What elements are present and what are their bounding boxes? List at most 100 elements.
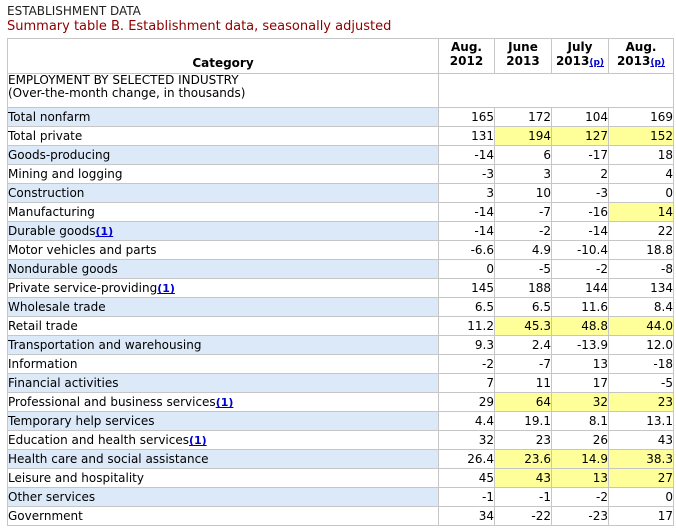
table-row: Construction 3 10 -3 0	[7, 183, 674, 203]
value-cell: -16	[551, 202, 609, 222]
row-label: Other services	[8, 490, 96, 504]
row-label: Leisure and hospitality	[8, 471, 144, 485]
row-label: Temporary help services	[8, 414, 155, 428]
category-column-header: Category	[7, 38, 439, 74]
value-cell: -1	[494, 487, 552, 507]
value-cell: 23.6	[494, 449, 552, 469]
row-category: Nondurable goods	[7, 259, 439, 279]
section-heading: EMPLOYMENT BY SELECTED INDUSTRY (Over-th…	[7, 73, 439, 108]
value-cell: 45	[438, 468, 495, 488]
value-cell: 6.5	[438, 297, 495, 317]
table-row: Other services -1 -1 -2 0	[7, 487, 674, 507]
footnote-link[interactable]: (1)	[188, 434, 207, 447]
value-cell: 0	[608, 487, 674, 507]
row-category: Information	[7, 354, 439, 374]
period-month: Aug.	[451, 40, 482, 54]
row-category: Education and health services(1)	[7, 430, 439, 450]
footnote-link[interactable]: (1)	[95, 225, 114, 238]
table-row: Temporary help services 4.4 19.1 8.1 13.1	[7, 411, 674, 431]
value-cell: 7	[438, 373, 495, 393]
value-cell: -3	[551, 183, 609, 203]
period-year: 2013(p)	[616, 54, 666, 68]
row-label: Nondurable goods	[8, 262, 118, 276]
value-cell: 104	[551, 107, 609, 127]
table-row: Mining and logging -3 3 2 4	[7, 164, 674, 184]
value-cell: 18.8	[608, 240, 674, 260]
value-cell: -6.6	[438, 240, 495, 260]
value-cell: 26.4	[438, 449, 495, 469]
footnote-link[interactable]: (1)	[157, 282, 175, 295]
period-year: 2013	[506, 54, 540, 68]
preliminary-note-link[interactable]: (p)	[650, 58, 666, 68]
table-row: Retail trade 11.2 45.3 48.8 44.0	[7, 316, 674, 336]
value-cell: -2	[438, 354, 495, 374]
value-cell: 23	[494, 430, 552, 450]
table-row: Education and health services(1) 32 23 26 43	[7, 430, 674, 450]
value-cell: 23	[608, 392, 674, 412]
section-label: ESTABLISHMENT DATA	[7, 4, 141, 18]
table-row: Transportation and warehousing 9.3 2.4 -13.…	[7, 335, 674, 355]
row-label: Manufacturing	[8, 205, 95, 219]
row-category: Private service-providing(1)	[7, 278, 439, 298]
row-label: Transportation and warehousing	[8, 338, 202, 352]
footnote-link[interactable]: (1)	[215, 396, 234, 409]
value-cell: 188	[494, 278, 552, 298]
row-category: Other services	[7, 487, 439, 507]
value-cell: 8.4	[608, 297, 674, 317]
preliminary-note-link[interactable]: (p)	[589, 58, 605, 68]
row-label: Financial activities	[8, 376, 119, 390]
value-cell: -14	[438, 145, 495, 165]
value-cell: 18	[608, 145, 674, 165]
value-cell: 3	[438, 183, 495, 203]
table-row: Financial activities 7 11 17 -5	[7, 373, 674, 393]
row-label: Durable goods	[8, 224, 96, 238]
value-cell: 6.5	[494, 297, 552, 317]
value-cell: 145	[438, 278, 495, 298]
table-row: Professional and business services(1) 29 6…	[7, 392, 674, 412]
row-category: Motor vehicles and parts	[7, 240, 439, 260]
value-cell: 11.2	[438, 316, 495, 336]
row-label: Motor vehicles and parts	[8, 243, 157, 257]
value-cell: 64	[494, 392, 552, 412]
value-cell: -18	[608, 354, 674, 374]
value-cell: -2	[551, 259, 609, 279]
value-cell: 165	[438, 107, 495, 127]
row-category: Wholesale trade	[7, 297, 439, 317]
table-row: Goods-producing -14 6 -17 18	[7, 145, 674, 165]
value-cell: -14	[438, 221, 495, 241]
row-category: Construction	[7, 183, 439, 203]
value-cell: -8	[608, 259, 674, 279]
value-cell: 3	[494, 164, 552, 184]
row-category: Government	[7, 506, 439, 526]
value-cell: -7	[494, 354, 552, 374]
row-category: Professional and business services(1)	[7, 392, 439, 412]
row-label: Goods-producing	[8, 148, 111, 162]
value-cell: 17	[551, 373, 609, 393]
value-cell: -2	[494, 221, 552, 241]
section-heading-row: EMPLOYMENT BY SELECTED INDUSTRY (Over-th…	[7, 73, 674, 108]
value-cell: 127	[551, 126, 609, 146]
value-cell: 172	[494, 107, 552, 127]
page-header: ESTABLISHMENT DATA Summary table B. Esta…	[7, 4, 391, 35]
period-column-header: June 2013	[494, 38, 552, 74]
period-year: 2013(p)	[555, 54, 605, 68]
value-cell: 131	[438, 126, 495, 146]
value-cell: -17	[551, 145, 609, 165]
period-year: 2012	[449, 54, 484, 68]
value-cell: 27	[608, 468, 674, 488]
table-row: Durable goods(1) -14 -2 -14 22	[7, 221, 674, 241]
table-row: Information -2 -7 13 -18	[7, 354, 674, 374]
value-cell: -22	[494, 506, 552, 526]
value-cell: 43	[608, 430, 674, 450]
row-label: Health care and social assistance	[8, 452, 209, 466]
value-cell: 29	[438, 392, 495, 412]
value-cell: 134	[608, 278, 674, 298]
row-category: Leisure and hospitality	[7, 468, 439, 488]
value-cell: 32	[438, 430, 495, 450]
row-category: Mining and logging	[7, 164, 439, 184]
value-cell: 11	[494, 373, 552, 393]
summary-table: Category Aug. 2012 June 2013 July 2013(p…	[7, 38, 674, 526]
period-month: Aug.	[625, 40, 657, 54]
value-cell: 0	[608, 183, 674, 203]
value-cell: -13.9	[551, 335, 609, 355]
